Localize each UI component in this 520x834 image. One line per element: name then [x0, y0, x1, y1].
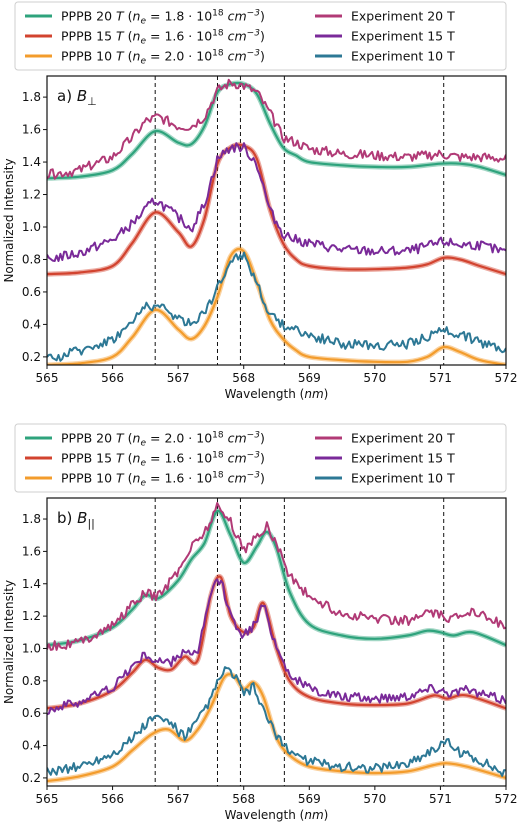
legend-box [14, 423, 507, 493]
series-group [47, 502, 506, 784]
plot-frame [46, 75, 507, 366]
y-tick-label: 1.2 [22, 609, 41, 623]
series-group [47, 78, 506, 365]
y-tick-label: 0.8 [22, 674, 41, 688]
legend-label: PPPB 10 T (ne = 2.0 · 1018 cm−3) [61, 49, 265, 67]
y-tick-label: 1.0 [22, 220, 41, 234]
x-tick-label: 568 [232, 371, 255, 385]
legend-label: PPPB 20 T (ne = 1.8 · 1018 cm−3) [61, 9, 265, 27]
y-tick-label: 1.4 [22, 577, 41, 591]
y-tick-label: 0.6 [22, 285, 41, 299]
legend-label: PPPB 10 T (ne = 1.6 · 1018 cm−3) [61, 471, 265, 489]
x-tick-label: 570 [363, 371, 386, 385]
legend-label: PPPB 20 T (ne = 2.0 · 1018 cm−3) [61, 431, 265, 449]
panel-a: PPPB 20 T (ne = 1.8 · 1018 cm−3) PPPB 15 … [2, 1, 518, 401]
legend-label: PPPB 15 T (ne = 1.6 · 1018 cm−3) [61, 29, 265, 47]
x-axis-label: Wavelength (nm) [225, 808, 329, 822]
y-tick-label: 0.2 [22, 350, 41, 364]
legend-label: PPPB 15 T (ne = 1.6 · 1018 cm−3) [61, 451, 265, 469]
x-tick-label: 569 [298, 792, 321, 806]
y-tick-label: 1.2 [22, 188, 41, 202]
legend-label: Experiment 10 T [351, 471, 455, 486]
panel-label: a) B⊥ [57, 87, 97, 108]
y-tick-label: 1.8 [22, 512, 41, 526]
plot-frame [46, 497, 507, 787]
panel-label: b) B|| [57, 509, 95, 530]
legend-label: Experiment 20 T [351, 431, 455, 446]
x-tick-label: 568 [232, 792, 255, 806]
y-tick-label: 0.2 [22, 771, 41, 785]
x-tick-label: 571 [429, 792, 452, 806]
y-tick-label: 0.4 [22, 739, 41, 753]
legend-label: Experiment 15 T [351, 451, 455, 466]
series-line [47, 575, 506, 710]
y-tick-label: 0.8 [22, 252, 41, 266]
y-tick-label: 0.6 [22, 706, 41, 720]
y-axis-label: Normalized Intensity [2, 580, 16, 704]
x-tick-label: 572 [495, 792, 518, 806]
series-line [47, 81, 506, 180]
legend: PPPB 20 T (ne = 1.8 · 1018 cm−3) PPPB 15 … [14, 1, 507, 71]
x-tick-label: 567 [167, 792, 190, 806]
series-line [47, 78, 506, 180]
x-tick-label: 566 [101, 371, 124, 385]
series-line [47, 666, 506, 777]
y-tick-label: 1.8 [22, 90, 41, 104]
x-tick-label: 567 [167, 371, 190, 385]
y-axis-label: Normalized Intensity [2, 158, 16, 282]
x-tick-label: 570 [363, 792, 386, 806]
legend: PPPB 20 T (ne = 2.0 · 1018 cm−3) PPPB 15 … [14, 423, 507, 493]
y-tick-label: 1.6 [22, 123, 41, 137]
series-line [47, 251, 506, 362]
series-line [47, 502, 506, 651]
x-tick-label: 566 [101, 792, 124, 806]
x-tick-label: 565 [36, 792, 59, 806]
series-line [47, 673, 506, 783]
legend-label: Experiment 10 T [351, 49, 455, 64]
series-line [47, 509, 506, 647]
y-tick-label: 1.4 [22, 155, 41, 169]
x-tick-label: 572 [495, 371, 518, 385]
legend-box [14, 1, 507, 71]
x-tick-label: 571 [429, 371, 452, 385]
x-axis-label: Wavelength (nm) [225, 387, 329, 401]
x-tick-label: 565 [36, 371, 59, 385]
legend-label: Experiment 20 T [351, 9, 455, 24]
legend-label: Experiment 15 T [351, 29, 455, 44]
x-tick-label: 569 [298, 371, 321, 385]
y-tick-label: 1.0 [22, 641, 41, 655]
series-line [47, 142, 506, 262]
panel-b: PPPB 20 T (ne = 2.0 · 1018 cm−3) PPPB 15 … [2, 423, 518, 822]
series-line [47, 578, 506, 716]
y-tick-label: 0.4 [22, 317, 41, 331]
y-tick-label: 1.6 [22, 544, 41, 558]
